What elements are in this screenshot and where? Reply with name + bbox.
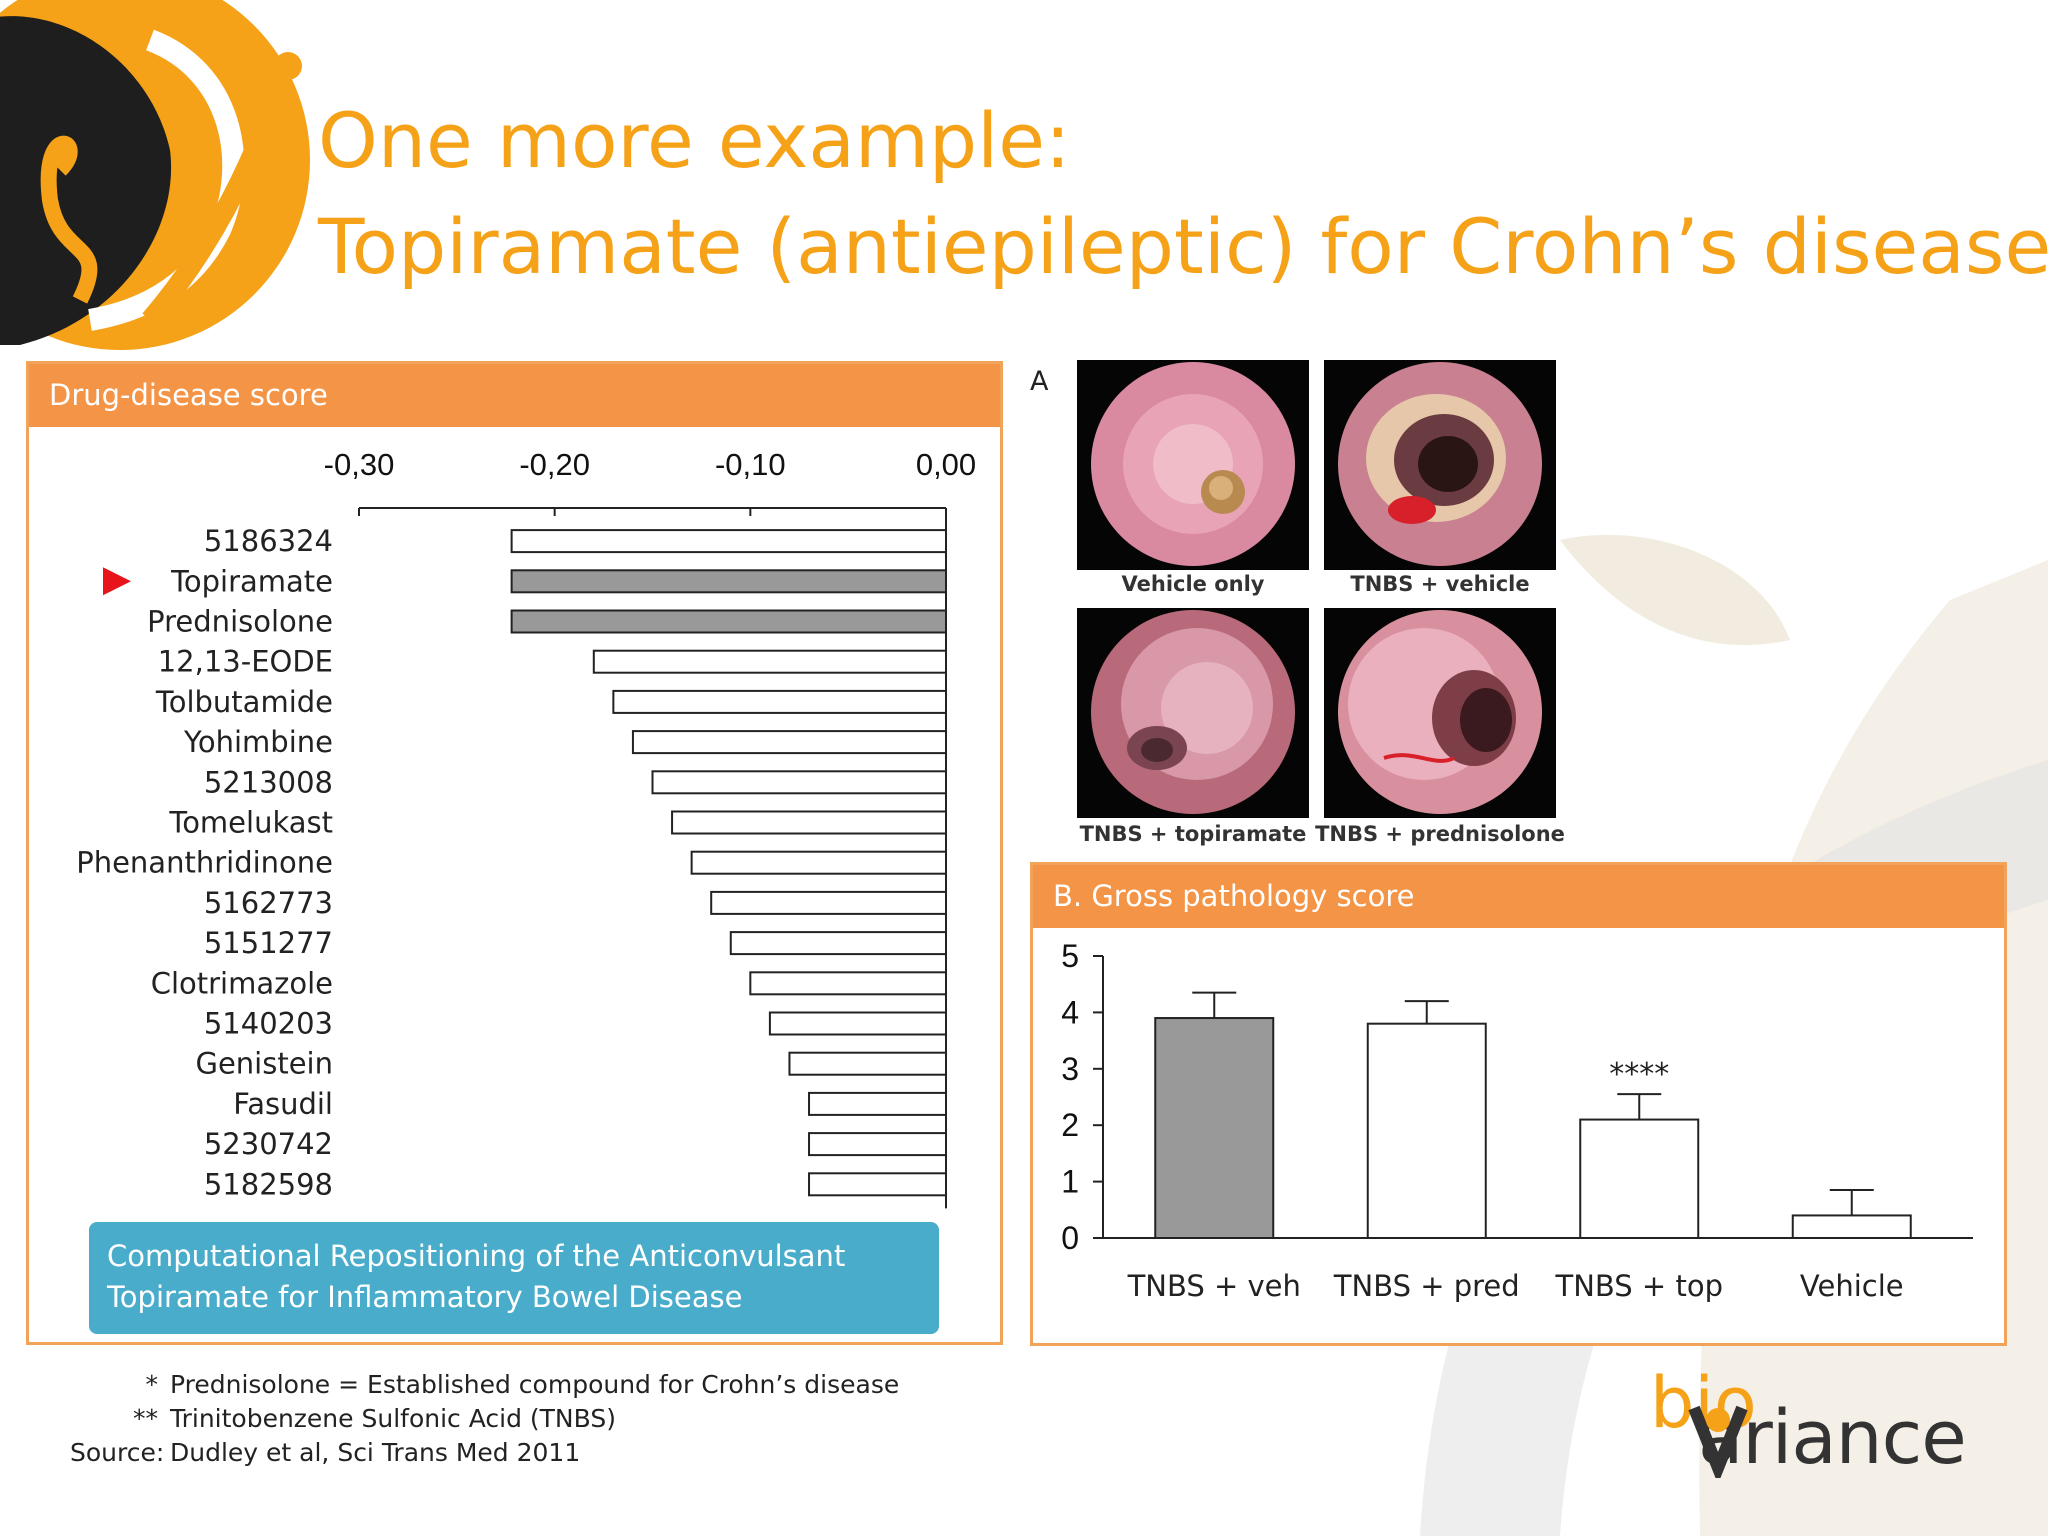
slide-title: One more example: Topiramate (antiepilep… (318, 88, 2048, 300)
category-label: 12,13-EODE (158, 645, 333, 679)
bar-5230742 (808, 1132, 947, 1157)
x-tick-label: 0,00 (916, 447, 976, 482)
footnote-row: * Prednisolone = Established compound for… (145, 1370, 900, 1399)
category-label: 5230742 (204, 1127, 333, 1161)
category-label: Fasudil (233, 1087, 333, 1121)
bar-Tomelukast (671, 810, 947, 835)
y-tick-label: 4 (1061, 994, 1079, 1030)
significance-annotation: **** (1609, 1057, 1669, 1092)
y-tick-label: 1 (1061, 1164, 1079, 1200)
x-category-label: TNBS + pred (1333, 1269, 1520, 1303)
bar-5186324 (510, 529, 947, 554)
bar-5151277 (729, 931, 947, 956)
endoscopy-photo-tnbs-prednisolone (1324, 608, 1556, 818)
bar-5140203 (768, 1011, 948, 1036)
y-tick-label: 5 (1061, 938, 1079, 974)
bar-Vehicle (1791, 1214, 1912, 1240)
x-tick-label: -0,10 (715, 447, 786, 482)
x-category-label: TNBS + top (1555, 1269, 1723, 1303)
drug-disease-header: Drug-disease score (29, 364, 1000, 427)
bar-Prednisolone (510, 609, 947, 634)
category-label: Yohimbine (183, 725, 333, 759)
panel-a-label: A (1030, 366, 1049, 397)
footnote-row: ** Trinitobenzene Sulfonic Acid (TNBS) (133, 1404, 616, 1433)
x-tick-label: -0,20 (519, 447, 590, 482)
category-label: 5162773 (204, 886, 333, 920)
y-tick-label: 0 (1061, 1220, 1079, 1256)
bar-Yohimbine (631, 730, 948, 755)
bar-Genistein (788, 1051, 948, 1076)
category-label: Clotrimazole (151, 966, 333, 1000)
reference-text: Computational Repositioning of the Antic… (107, 1239, 846, 1314)
bar-12,13-EODE (592, 649, 947, 674)
photo-caption-4: TNBS + prednisolone (1315, 822, 1565, 846)
bar-Topiramate (510, 569, 947, 594)
gross-pathology-header: B. Gross pathology score (1033, 865, 2004, 928)
photo-caption-3: TNBS + topiramate (1079, 822, 1307, 846)
bar-5162773 (710, 890, 948, 915)
category-label: Tolbutamide (155, 685, 333, 719)
brand-logo-mark-icon (1688, 1405, 1748, 1478)
x-category-label: TNBS + veh (1127, 1269, 1301, 1303)
bar-TNBS + top (1579, 1118, 1700, 1239)
gross-pathology-panel: B. Gross pathology score 0 1 2 3 4 5 TNBS + ve… (1030, 862, 2007, 1346)
drug-disease-panel: Drug-disease score -0,30 -0,20 -0,10 0,00 51… (26, 361, 1003, 1345)
category-label: 5140203 (204, 1007, 333, 1041)
category-label: 5186324 (204, 524, 333, 558)
endoscopy-photo-tnbs-vehicle (1324, 360, 1556, 570)
endoscopy-photo-tnbs-topiramate (1077, 608, 1309, 818)
photo-caption-2: TNBS + vehicle (1350, 572, 1530, 596)
category-label: 5213008 (204, 765, 333, 799)
photo-caption-1: Vehicle only (1121, 572, 1265, 596)
category-label: Genistein (195, 1047, 333, 1081)
drug-disease-chart: -0,30 -0,20 -0,10 0,00 5186324 Topiramate Pred… (76, 447, 976, 1209)
x-tick-label: -0,30 (324, 447, 395, 482)
bar-Tolbutamide (612, 689, 947, 714)
bar-Phenanthridinone (690, 850, 948, 875)
category-label: Tomelukast (168, 806, 333, 840)
footnotes: * Prednisolone = Established compound for… (70, 1368, 899, 1470)
gross-pathology-chart: 0 1 2 3 4 5 TNBS + veh TNBS + pred **** TNBS + to… (1061, 938, 1973, 1303)
category-label: 5151277 (204, 926, 333, 960)
category-label: Prednisolone (147, 605, 333, 639)
endoscopy-photo-vehicle (1077, 360, 1309, 570)
bar-TNBS + pred (1366, 1022, 1487, 1240)
endoscopy-photo-grid: Vehicle only TNBS + vehicle TNBS + topir… (1076, 360, 1566, 855)
highlight-marker-icon (103, 567, 131, 596)
title-line-1: One more example: (318, 96, 1071, 185)
footnote-row: Source: Dudley et al, Sci Trans Med 2011 (70, 1438, 581, 1467)
company-logo (0, 0, 310, 350)
category-label: 5182598 (204, 1167, 333, 1201)
x-category-label: Vehicle (1800, 1269, 1904, 1303)
y-tick-label: 3 (1061, 1051, 1079, 1087)
bar-Clotrimazole (749, 971, 947, 996)
bar-5213008 (651, 770, 947, 795)
category-label: Topiramate (170, 564, 333, 598)
bar-Fasudil (808, 1091, 947, 1116)
category-label: Phenanthridinone (76, 846, 333, 880)
reference-box[interactable]: Computational Repositioning of the Antic… (89, 1222, 939, 1334)
bar-5182598 (808, 1172, 947, 1197)
title-line-2: Topiramate (antiepileptic) for Crohn’s d… (318, 202, 2048, 291)
bar-TNBS + veh (1154, 1017, 1275, 1240)
y-tick-label: 2 (1061, 1107, 1079, 1143)
